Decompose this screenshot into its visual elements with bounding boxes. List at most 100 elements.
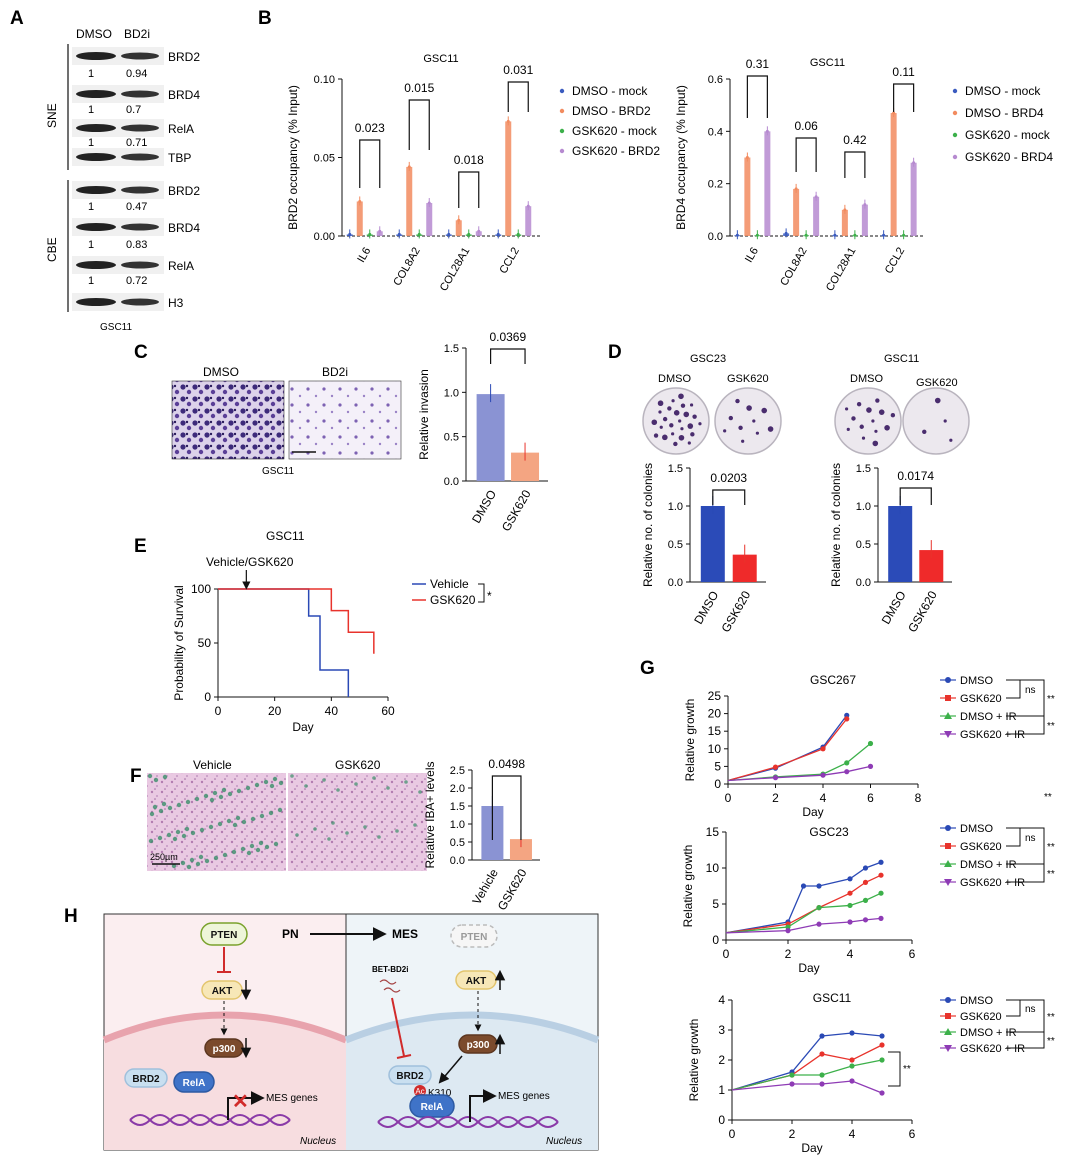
data-point [847, 890, 853, 896]
data-point [847, 919, 853, 925]
data-point [879, 1057, 885, 1063]
survival-curve [218, 588, 350, 697]
iba-cell [185, 799, 191, 805]
acetylation-arrow [438, 1055, 463, 1084]
invasion-cell-line: GSC11 [262, 466, 294, 477]
iba-cell [272, 776, 278, 782]
x-tick-label: CCL2 [883, 246, 907, 276]
x-tick-label: 0 [725, 791, 732, 805]
iba-cell [413, 823, 417, 827]
data-point [789, 1081, 795, 1087]
data-point [358, 199, 362, 203]
y-axis-label: Relative IBA+ levels [423, 761, 437, 868]
iba-cell [172, 836, 178, 842]
x-tick-label: 8 [915, 791, 922, 805]
y-tick-label: 1.0 [444, 387, 459, 399]
panel-label-h: H [64, 906, 78, 927]
ihc-label-gsk620: GSK620 [335, 758, 381, 772]
mes-genes-label: MES genes [498, 1091, 550, 1102]
y-tick-label: 0.5 [450, 837, 465, 849]
akt-node-label: AKT [212, 986, 233, 997]
sig-bracket [1006, 863, 1045, 883]
y-tick-label: 0.0 [668, 577, 683, 589]
y-tick-label: 4 [718, 993, 725, 1007]
iba-cell [226, 818, 232, 824]
bar [505, 121, 512, 236]
iba-cell [203, 793, 209, 799]
x-tick-label: 0 [729, 1127, 736, 1141]
legend-entry: DMSO [960, 823, 993, 835]
sne-band [76, 90, 116, 98]
legend-entry: DMSO + IR [960, 1027, 1017, 1039]
sig-label: ** [1047, 842, 1055, 853]
comparison-bracket [490, 348, 526, 364]
colony [943, 419, 947, 423]
colony [657, 400, 664, 407]
data-point [785, 924, 791, 930]
data-point [863, 203, 867, 207]
colony-label-gsk-right: GSK620 [916, 377, 958, 389]
x-tick-label: CCL2 [497, 246, 521, 276]
comparison-pvalue: 0.023 [355, 121, 385, 135]
sne-quant: 0.94 [126, 68, 147, 80]
chart-title: GSC267 [810, 673, 856, 687]
colony [673, 441, 678, 447]
colony [871, 419, 875, 423]
comparison-pvalue: 0.0369 [489, 330, 526, 344]
x-tick-label: 6 [909, 947, 916, 961]
iba-cell [218, 794, 224, 800]
colony-title-right: GSC11 [884, 353, 919, 365]
ns-label: ns [1025, 833, 1036, 844]
data-point [794, 187, 798, 191]
y-tick-label: 10 [706, 861, 720, 875]
data-point [755, 233, 759, 237]
data-point [847, 876, 853, 882]
growth-curve [727, 718, 848, 782]
legend-entry: DMSO + IR [960, 711, 1017, 723]
iba-cell [162, 774, 168, 780]
y-axis-label: Relative growth [681, 845, 695, 928]
x-axis-label: Day [798, 961, 819, 975]
cbe-protein-label: BRD4 [168, 221, 200, 235]
iba-cell [148, 838, 154, 844]
data-point [816, 905, 822, 911]
y-axis-label: BRD4 occupancy (% Input) [674, 85, 688, 230]
y-tick-label: 0.0 [450, 855, 465, 867]
y-tick-label: 2.0 [450, 783, 465, 795]
data-point [878, 915, 884, 922]
comparison-pvalue: 0.06 [794, 119, 818, 133]
chart-title: GSC11 [423, 53, 458, 65]
y-tick-label: 0.0 [708, 231, 723, 243]
sig-label: ** [1047, 869, 1055, 880]
colony [752, 419, 756, 423]
mes-genes-label: MES genes [266, 1093, 318, 1104]
colony [851, 416, 856, 421]
comparison-bracket [458, 171, 480, 208]
cbe-quant: 1 [88, 275, 94, 287]
legend-entry: GSK620 [960, 693, 1002, 705]
colony [678, 393, 684, 400]
panel-label-d: D [608, 342, 622, 363]
x-tick-label: GSK620 [905, 588, 940, 635]
legend-marker [945, 843, 951, 849]
data-point [516, 232, 520, 236]
data-point [862, 897, 869, 904]
legend-marker [944, 860, 952, 867]
invasion-image-label-bd2i: BD2i [322, 365, 348, 379]
brd2-legend: DMSO - mock DMSO - BRD2 GSK620 - mock GSK62… [559, 84, 660, 158]
invasion-image-bd2i [288, 380, 402, 460]
y-tick-label: 15 [708, 724, 722, 738]
y-tick-label: 5 [712, 897, 719, 911]
legend-marker [559, 88, 565, 94]
data-point [882, 233, 886, 237]
iba-cell [189, 857, 195, 863]
bar [841, 209, 848, 236]
data-point [867, 763, 874, 770]
sig-label: ** [1047, 1012, 1055, 1023]
sne-quant: 1 [88, 137, 94, 149]
colony [741, 439, 745, 443]
iba-cell [241, 819, 247, 825]
colony-plates [642, 387, 970, 455]
sne-band [76, 153, 116, 161]
